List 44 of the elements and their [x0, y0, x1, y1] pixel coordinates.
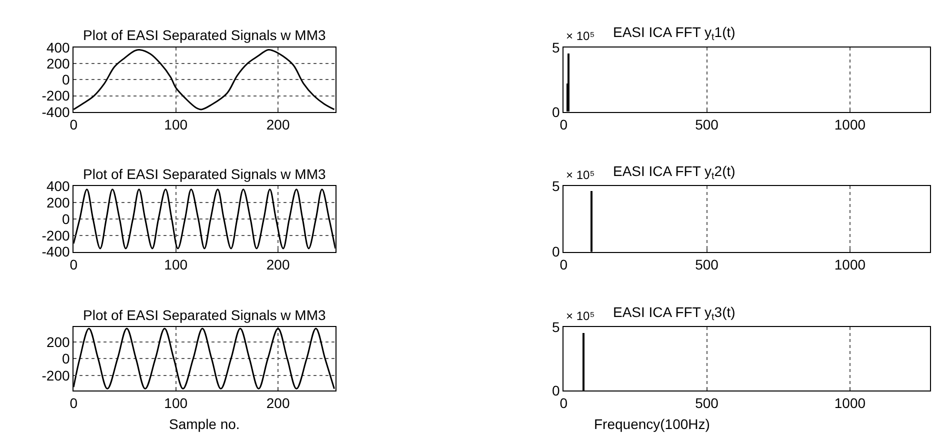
x-tick-label: 500: [695, 256, 719, 273]
line-series: [74, 49, 336, 110]
y-tick-label: -400: [42, 244, 70, 260]
text: × 10⁵: [566, 309, 595, 323]
x-tick-label: 100: [164, 256, 188, 273]
y-tick-label: 5: [552, 178, 560, 194]
chart-title: Plot of EASI Separated Signals w MM3: [83, 27, 326, 43]
y-tick-label: 400: [46, 178, 70, 194]
y-tick-label: 200: [46, 334, 70, 350]
y-tick-label: 0: [62, 210, 70, 227]
chart-title: EASI ICA FFT y$_{t}$2(t): [613, 163, 736, 182]
x-tick-label: 1000: [834, 116, 866, 133]
y-tick-label: 200: [46, 55, 70, 72]
x-tick-label: 200: [266, 256, 290, 273]
y-tick-label: 0: [62, 350, 70, 367]
chart-title: Plot of EASI Separated Signals w MM3: [83, 166, 326, 182]
y-tick-label: -200: [42, 227, 70, 244]
y-tick-label: 400: [46, 39, 70, 56]
x-axis-title: Sample no.: [169, 416, 240, 432]
x-axis-title: Frequency(100Hz): [594, 416, 710, 432]
x-tick-label: 500: [695, 395, 719, 412]
x-tick-label: 100: [164, 116, 188, 133]
x-tick-label: 1000: [834, 256, 866, 273]
y-tick-label: -200: [42, 88, 70, 104]
chart-title: EASI ICA FFT y$_{t}$1(t): [613, 24, 736, 43]
chart-title: EASI ICA FFT y$_{t}$3(t): [613, 304, 736, 323]
y-tick-label: 0: [552, 104, 560, 120]
y-tick-label: 5: [552, 318, 560, 335]
x-tick-label: 200: [266, 395, 290, 412]
y-tick-label: 200: [46, 194, 70, 210]
text: × 10⁵: [566, 168, 595, 182]
x-tick-label: 200: [266, 116, 290, 133]
y-tick-label: -200: [42, 367, 70, 384]
y-tick-label: 0: [552, 382, 560, 398]
y-tick-label: 0: [62, 72, 70, 88]
y-tick-label: -400: [42, 104, 70, 120]
text: × 10⁵: [566, 29, 595, 43]
y-tick-label: 5: [552, 39, 560, 56]
x-tick-label: 500: [695, 116, 719, 133]
line-series: [74, 188, 336, 250]
x-tick-label: 1000: [834, 395, 866, 412]
y-tick-label: 0: [552, 244, 560, 260]
chart-title: Plot of EASI Separated Signals w MM3: [83, 307, 326, 323]
x-tick-label: 100: [164, 395, 188, 412]
